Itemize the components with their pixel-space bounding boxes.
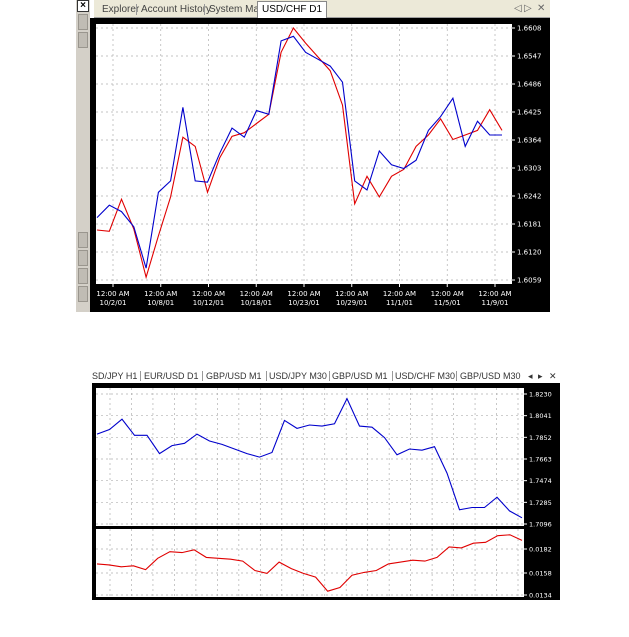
- y-tick-label: 0.0134: [529, 592, 552, 600]
- x-tick-date: 10/8/01: [147, 299, 174, 307]
- tab-account-history[interactable]: Account History: [141, 4, 212, 15]
- series-line-blue: [96, 397, 523, 519]
- y-tick-label: 1.6608: [517, 25, 542, 33]
- tab-usdchf-d1[interactable]: USD/CHF D1: [257, 1, 328, 19]
- gbpusd-chart-window: 1.8230 1.8041 1.7852 1.7663 1.7474 1.7285 1.70…: [92, 383, 560, 600]
- tab-explorer[interactable]: Explorer: [102, 4, 140, 15]
- close-icon[interactable]: ✕: [549, 371, 557, 381]
- tab-divider: [266, 371, 267, 381]
- x-tick-date: 10/29/01: [336, 299, 367, 307]
- x-tick-time: 12:00 AM: [383, 290, 416, 298]
- prev-icon[interactable]: ◂: [528, 371, 533, 381]
- y-tick-label: 0.0182: [529, 546, 552, 554]
- x-tick-date: 11/9/01: [482, 299, 509, 307]
- x-tick-time: 12:00 AM: [335, 290, 368, 298]
- y-tick-label: 1.7852: [529, 434, 552, 442]
- series-line-red: [96, 534, 523, 592]
- y-tick-label: 1.7285: [529, 499, 552, 507]
- usdchf-chart-window: 1.6608 1.6547 1.6486 1.6425 1.6364 1.6303 1.62…: [90, 18, 550, 312]
- strip-button[interactable]: [78, 14, 88, 30]
- y-tick-label: 1.7096: [529, 521, 552, 529]
- close-icon[interactable]: ×: [77, 0, 89, 12]
- tab-system-mail[interactable]: System Mail: [209, 4, 264, 15]
- usdchf-chart[interactable]: 1.6608 1.6547 1.6486 1.6425 1.6364 1.6303 1.62…: [90, 18, 550, 312]
- x-tick-time: 12:00 AM: [431, 290, 464, 298]
- y-tick-label: 0.0158: [529, 570, 552, 578]
- y-tick-label: 1.6120: [517, 249, 542, 257]
- y-tick-label: 1.8230: [529, 391, 552, 399]
- series-line-red: [96, 26, 503, 280]
- y-tick-label: 1.7663: [529, 456, 552, 464]
- y-tick-label: 1.6364: [517, 137, 542, 145]
- x-tick-date: 10/23/01: [288, 299, 319, 307]
- prev-icon[interactable]: ◁: [514, 3, 522, 14]
- strip-button[interactable]: [78, 268, 88, 284]
- x-tick-time: 12:00 AM: [192, 290, 225, 298]
- y-tick-label: 1.6425: [517, 109, 542, 117]
- gbpusd-chart[interactable]: 1.8230 1.8041 1.7852 1.7663 1.7474 1.7285 1.70…: [92, 383, 560, 600]
- plot-area-upper: [96, 388, 524, 526]
- top-tab-bar: Explorer Account History System Mail USD…: [94, 0, 550, 19]
- y-tick-label: 1.6486: [517, 81, 542, 89]
- strip-button[interactable]: [78, 250, 88, 266]
- tab-usdchf-m30[interactable]: USD/CHF M30: [395, 371, 456, 381]
- y-tick-label: 1.6059: [517, 277, 542, 285]
- tab-divider: [456, 371, 457, 381]
- strip-button[interactable]: [78, 32, 88, 48]
- y-tick-label: 1.7474: [529, 477, 552, 485]
- strip-button[interactable]: [78, 286, 88, 302]
- x-tick-time: 12:00 AM: [96, 290, 129, 298]
- left-toolbar-strip: [76, 0, 90, 312]
- x-tick-date: 11/1/01: [386, 299, 413, 307]
- series-line-blue: [96, 35, 502, 269]
- bottom-tab-bar: SD/JPY H1 EUR/USD D1 GBP/USD M1 USD/JPY …: [92, 369, 560, 383]
- plot-area-lower: [96, 529, 524, 597]
- tab-gbpusd-m1-2[interactable]: GBP/USD M1: [332, 371, 388, 381]
- x-tick-time: 12:00 AM: [478, 290, 511, 298]
- x-tick-time: 12:00 AM: [287, 290, 320, 298]
- x-tick-time: 12:00 AM: [144, 290, 177, 298]
- x-tick-date: 11/5/01: [434, 299, 461, 307]
- next-icon[interactable]: ▷: [524, 3, 532, 14]
- x-tick-time: 12:00 AM: [240, 290, 273, 298]
- tab-divider: [202, 371, 203, 381]
- tab-divider: [329, 371, 330, 381]
- tab-divider: [204, 4, 205, 15]
- strip-button[interactable]: [78, 232, 88, 248]
- x-tick-date: 10/12/01: [193, 299, 224, 307]
- y-tick-label: 1.6303: [517, 165, 542, 173]
- y-tick-label: 1.8041: [529, 412, 552, 420]
- tab-usdjpy-m30[interactable]: USD/JPY M30: [269, 371, 327, 381]
- y-tick-label: 1.6242: [517, 193, 542, 201]
- tab-divider: [136, 4, 137, 15]
- tab-divider: [392, 371, 393, 381]
- y-tick-label: 1.6547: [517, 53, 542, 61]
- x-tick-date: 10/18/01: [241, 299, 272, 307]
- tab-gbpusd-m1[interactable]: GBP/USD M1: [206, 371, 262, 381]
- next-icon[interactable]: ▸: [538, 371, 543, 381]
- close-icon[interactable]: ✕: [537, 3, 546, 14]
- tab-divider: [140, 371, 141, 381]
- y-tick-label: 1.6181: [517, 221, 542, 229]
- x-tick-date: 10/2/01: [100, 299, 127, 307]
- tab-eurusd-d1[interactable]: EUR/USD D1: [144, 371, 199, 381]
- tab-gbpusd-m30[interactable]: GBP/USD M30: [460, 371, 521, 381]
- tab-sdjpy-h1[interactable]: SD/JPY H1: [92, 371, 138, 381]
